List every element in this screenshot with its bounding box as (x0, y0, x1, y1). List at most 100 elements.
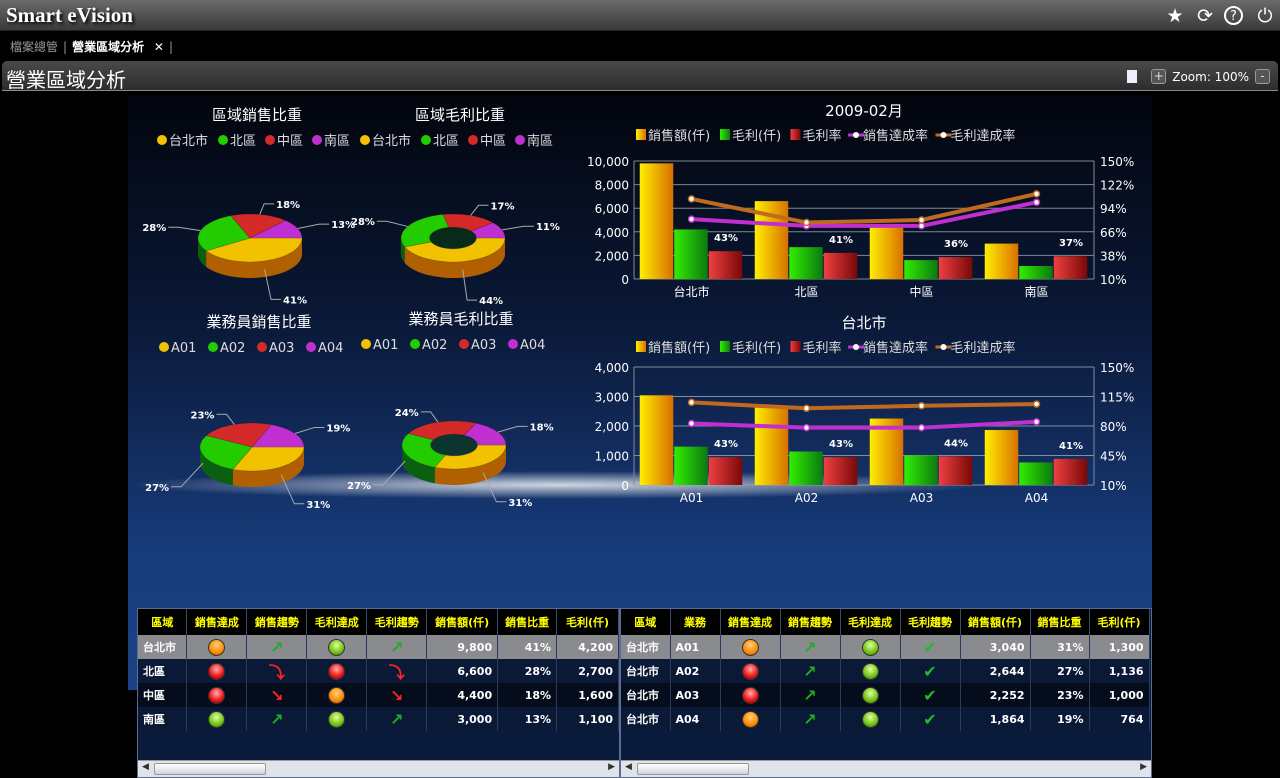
donut-hole (430, 434, 478, 456)
data-label: 36% (944, 239, 968, 250)
table-row[interactable]: 台北市 A02 ↗ ✔ 2,644 27% 1,136 (621, 659, 1150, 683)
leader-line (280, 474, 305, 505)
scroll-thumb[interactable] (154, 763, 266, 775)
line-point (687, 398, 696, 407)
column-header[interactable]: 銷售趨勢 (246, 609, 308, 635)
column-header[interactable]: 毛利趨勢 (900, 609, 961, 635)
pie-slice-side (434, 445, 506, 486)
table-row[interactable]: 北區 ⤵ ⤵ 6,600 28% 2,700 (138, 659, 619, 683)
zoom-control: + Zoom: 100% - (1127, 69, 1270, 84)
region-table-scrollbar[interactable]: ◀ ▶ (138, 760, 619, 777)
column-header[interactable]: 銷售比重 (1030, 609, 1090, 635)
table-row[interactable]: 南區 ↗ ↗ 3,000 13% 1,100 (138, 707, 619, 731)
column-header[interactable]: 毛利(仟) (1089, 609, 1150, 635)
column-header[interactable]: 銷售達成 (186, 609, 248, 635)
y2-tick-label: 38% (1100, 249, 1127, 263)
column-header[interactable]: 毛利達成 (840, 609, 901, 635)
cell-region: 南區 (138, 707, 188, 731)
cell-profit: 1,000 (1089, 683, 1150, 707)
zoom-out-button[interactable]: - (1255, 69, 1270, 84)
line-sales-achievement (691, 419, 1037, 430)
help-icon[interactable]: ? (1224, 6, 1243, 25)
legend-label: 南區 (527, 133, 553, 149)
table-row[interactable]: 台北市 A04 ↗ ✔ 1,864 19% 764 (621, 707, 1150, 731)
tab-bar: 檔案總管 | 營業區域分析 ✕ | (0, 36, 178, 58)
cell-profit: 1,136 (1089, 659, 1150, 683)
scroll-thumb[interactable] (637, 763, 749, 775)
column-header[interactable]: 區域 (138, 609, 188, 635)
y2-tick-label: 150% (1100, 361, 1134, 375)
bar-margin (823, 457, 858, 485)
tab-file-manager[interactable]: 檔案總管 (10, 40, 59, 54)
star-icon[interactable]: ★ (1166, 5, 1184, 27)
column-header[interactable]: 銷售額(仟) (426, 609, 499, 635)
zoom-in-button[interactable]: + (1151, 69, 1167, 84)
column-header[interactable]: 銷售額(仟) (960, 609, 1031, 635)
pie-slice-side (402, 445, 435, 484)
document-icon[interactable] (1127, 70, 1138, 83)
legend-label: 毛利率 (803, 340, 842, 356)
line-point (687, 215, 696, 223)
legend-label: 毛利率 (803, 128, 842, 144)
column-header[interactable]: 毛利(仟) (556, 609, 619, 635)
column-header[interactable]: 銷售趨勢 (780, 609, 841, 635)
trend-up-down-icon: ⤵ (268, 663, 285, 682)
green-status-light-icon (861, 638, 879, 656)
tab-separator: | (168, 40, 174, 54)
orange-status-light-icon (741, 710, 759, 728)
table-row[interactable]: 台北市 ↗ ↗ 9,800 41% 4,200 (138, 635, 619, 659)
leader-line (497, 425, 528, 433)
data-label: 23% (191, 410, 215, 421)
legend-marker (208, 342, 218, 352)
legend-marker (159, 342, 169, 352)
column-header[interactable]: 區域 (621, 609, 671, 635)
leader-line (376, 220, 408, 227)
legend-marker (360, 135, 370, 145)
line-point (917, 402, 926, 410)
line-point (917, 423, 926, 432)
leader-line (259, 203, 275, 215)
table-row[interactable]: 台北市 A03 ↗ ✔ 2,252 23% 1,000 (621, 683, 1150, 707)
line-point (1032, 190, 1041, 198)
legend-marker (421, 135, 431, 145)
sales-rep-table: 區域 業務 銷售達成 銷售趨勢 毛利達成 毛利趨勢 銷售額(仟) 銷售比重 毛利(仟) 台北市 A0… (620, 608, 1152, 778)
line-point (687, 419, 696, 428)
refresh-icon[interactable]: ⟳ (1197, 5, 1213, 27)
pie-slice-side (232, 447, 304, 488)
y-tick-label: 3,000 (595, 391, 629, 405)
cell-region: 北區 (138, 659, 188, 683)
column-header[interactable]: 銷售比重 (497, 609, 558, 635)
column-header[interactable]: 毛利趨勢 (366, 609, 428, 635)
bar-profit (674, 446, 708, 485)
tab-close-icon[interactable]: ✕ (153, 40, 164, 54)
legend-label: 銷售額(仟) (648, 340, 710, 356)
data-label: 43% (714, 233, 738, 244)
table-row[interactable]: 中區 ↘ ↘ 4,400 18% 1,600 (138, 683, 619, 707)
cell-sales: 3,040 (960, 635, 1031, 659)
pie-slice (250, 424, 305, 448)
cell-rep: A01 (670, 635, 721, 659)
sales-rep-table-scrollbar[interactable]: ◀ ▶ (621, 760, 1151, 777)
data-label: 43% (714, 439, 738, 450)
cell-region: 台北市 (621, 707, 671, 731)
column-header[interactable]: 毛利達成 (306, 609, 368, 635)
legend-marker (157, 135, 167, 145)
legend-label: 台北市 (169, 133, 208, 149)
column-header[interactable]: 業務 (670, 609, 721, 635)
tab-sales-region-analysis[interactable]: 營業區域分析 (72, 40, 145, 54)
legend-marker (459, 339, 469, 349)
legend-marker (410, 339, 420, 349)
trend-up-icon: ↗ (803, 637, 817, 657)
leader-line (482, 472, 507, 503)
legend-marker (790, 129, 801, 140)
column-header[interactable]: 銷售達成 (720, 609, 781, 635)
table-row[interactable]: 台北市 A01 ↗ ✔ 3,040 31% 1,300 (621, 635, 1150, 659)
trend-check-up-icon: ✔ (923, 709, 937, 729)
legend-label: 毛利達成率 (951, 128, 1016, 144)
line-point (802, 404, 811, 413)
pie-slice-side (206, 238, 302, 278)
power-icon[interactable]: ⏻ (1257, 5, 1273, 27)
legend-marker (508, 339, 518, 349)
